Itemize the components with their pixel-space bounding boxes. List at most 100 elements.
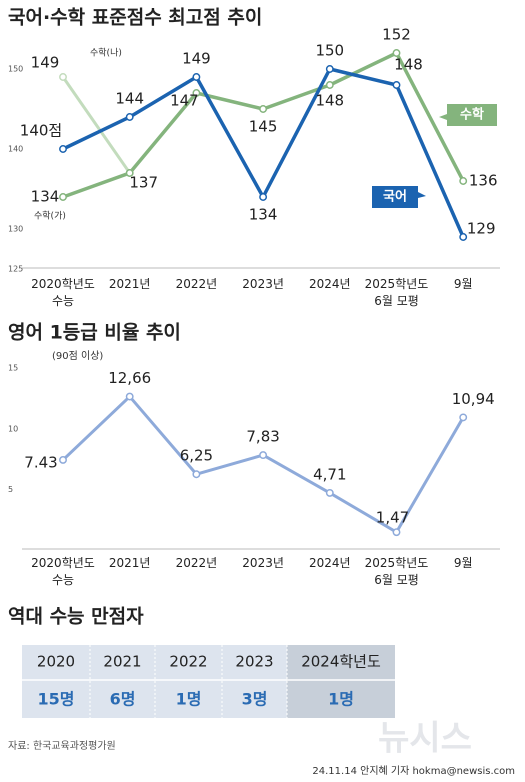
table-value: 6명 [110,690,136,709]
credit: 24.11.14 안지혜 기자 hokma@newsis.com [312,765,515,777]
table-header: 2022 [169,653,207,671]
data-label: 152 [382,26,411,44]
x-tick-label: 2025학년도 6월 모평 [365,556,429,587]
table-title: 역대 수능 만점자 [8,606,144,628]
table-value: 1명 [176,690,202,709]
x-tick-line: 2024년 [309,277,351,291]
y-tick-label: 15 [8,364,18,373]
x-tick-line: 6월 모평 [374,294,419,308]
annotation: 수학(나) [90,48,122,59]
data-label: 149 [182,50,211,68]
legend-label: 수학 [460,107,484,123]
point [325,488,334,497]
x-tick-line: 2025학년도 [365,556,429,570]
chart-title: 영어 1등급 비율 추이 [8,322,181,344]
data-label: 144 [115,90,144,108]
x-tick-line: 수능 [52,573,74,587]
point [392,49,401,57]
x-tick-line: 2021년 [109,556,151,570]
logo: 뉴시스 [378,719,472,759]
point [125,169,134,177]
x-tick-line: 2021년 [109,277,151,291]
point [259,193,268,201]
point [192,73,201,81]
y-tick-label: 10 [8,424,18,433]
point [59,455,67,464]
x-tick-label: 9월 [454,556,473,570]
point [59,193,67,201]
x-tick-line: 2023년 [242,556,284,570]
x-tick-line: 2022년 [176,277,218,291]
x-tick-label: 2024년 [309,556,351,570]
series-line [61,76,131,174]
table-cell [22,645,90,718]
x-tick-line: 수능 [52,294,74,308]
data-label: 129 [467,220,496,238]
data-label: 148 [394,56,423,74]
x-tick-line: 2020학년도 [31,556,95,570]
point [325,81,334,89]
table-value: 15명 [38,690,75,709]
table-cell [155,645,222,718]
table-value: 3명 [242,690,268,709]
data-label: 148 [315,92,344,110]
x-tick-line: 2025학년도 [365,277,429,291]
point [125,113,134,121]
y-tick-label: 130 [8,225,23,234]
x-tick-line: 6월 모평 [374,573,419,587]
data-label: 137 [129,174,158,192]
point [325,65,334,73]
table-cell [222,645,287,718]
x-tick-label: 2021년 [109,277,151,291]
x-tick-line: 9월 [454,277,473,291]
data-label: 149 [31,54,60,72]
source: 자료: 한국교육과정평가원 [8,740,116,752]
point [192,89,201,97]
x-tick-label: 2022년 [176,556,218,570]
data-label: 136 [469,172,498,190]
x-tick-line: 2022년 [176,556,218,570]
annotation: 수학(가) [34,211,66,222]
x-tick-line: 2020학년도 [31,277,95,291]
table-header: 2023 [235,653,273,671]
y-tick-label: 150 [8,65,23,74]
x-tick-label: 2024년 [309,277,351,291]
data-label: 134 [249,206,278,224]
x-tick-line: 2023년 [242,277,284,291]
data-label: 10,94 [452,390,495,408]
y-tick-label: 125 [8,265,23,274]
x-tick-line: 9월 [454,556,473,570]
chart-title: 국어·수학 표준점수 최고점 추이 [8,7,262,29]
data-label: 4,71 [313,465,346,483]
point [459,177,468,185]
point [459,413,468,422]
data-label: 150 [315,42,344,60]
point [59,145,67,153]
point [125,392,134,401]
data-label: 140점 [20,122,62,140]
data-label: 134 [31,188,60,206]
legend-label: 국어 [383,189,407,205]
table-value: 1명 [328,690,354,709]
x-tick-label: 9월 [454,277,473,291]
chart-subtitle: (90점 이상) [52,350,103,362]
y-tick-label: 5 [8,485,13,494]
point [392,81,401,89]
table-header: 2024학년도 [301,653,381,671]
data-label: 145 [249,118,278,136]
point [59,73,67,81]
data-label: 6,25 [180,447,213,465]
data-label: 7.43 [24,453,57,471]
point [392,528,401,537]
x-tick-label: 2022년 [176,277,218,291]
legend-box [439,104,497,126]
x-tick-label: 2021년 [109,556,151,570]
point [459,233,468,241]
point [259,105,268,113]
table-header: 2021 [103,653,141,671]
x-tick-label: 2023년 [242,556,284,570]
table-cell [287,645,395,718]
